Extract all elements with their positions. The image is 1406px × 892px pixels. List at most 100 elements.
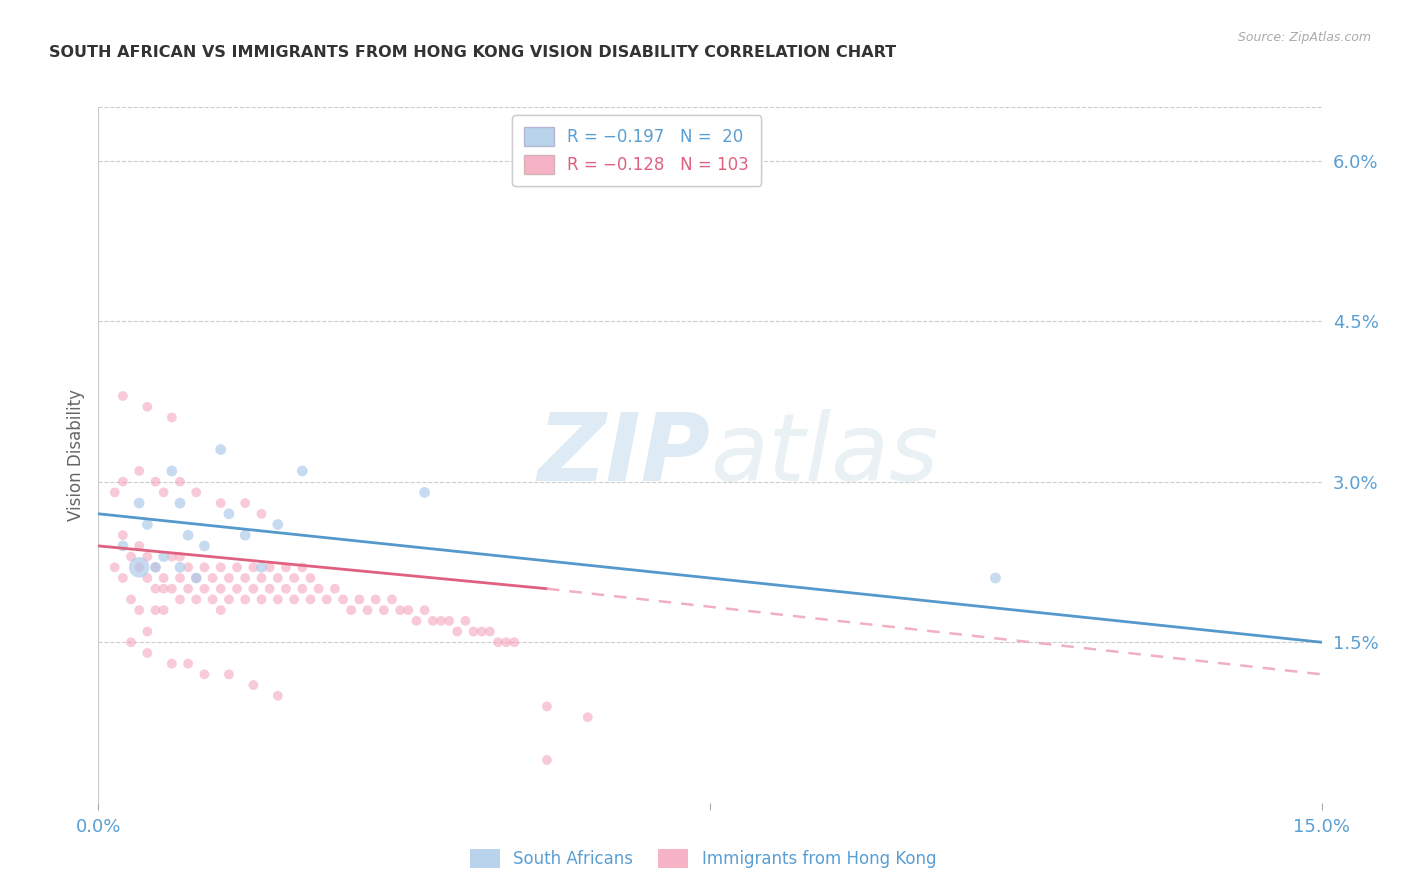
Point [233, 528, 256, 542]
Point [218, 571, 240, 585]
Point [250, 507, 273, 521]
Point [267, 689, 290, 703]
Point [299, 571, 322, 585]
Point [274, 582, 297, 596]
Point [169, 571, 191, 585]
Point [111, 539, 134, 553]
Text: atlas: atlas [710, 409, 938, 500]
Point [364, 592, 387, 607]
Point [218, 507, 240, 521]
Point [389, 603, 412, 617]
Point [267, 571, 290, 585]
Point [283, 571, 305, 585]
Point [209, 603, 232, 617]
Point [486, 635, 509, 649]
Point [463, 624, 485, 639]
Point [177, 657, 200, 671]
Point [299, 592, 322, 607]
Point [120, 635, 142, 649]
Point [128, 560, 150, 574]
Point [536, 753, 558, 767]
Point [332, 592, 354, 607]
Point [136, 571, 159, 585]
Point [152, 582, 174, 596]
Point [226, 582, 249, 596]
Point [209, 560, 232, 574]
Point [201, 571, 224, 585]
Point [128, 560, 150, 574]
Point [984, 571, 1007, 585]
Point [186, 485, 208, 500]
Text: SOUTH AFRICAN VS IMMIGRANTS FROM HONG KONG VISION DISABILITY CORRELATION CHART: SOUTH AFRICAN VS IMMIGRANTS FROM HONG KO… [49, 45, 897, 60]
Point [323, 582, 346, 596]
Point [160, 582, 183, 596]
Point [186, 571, 208, 585]
Point [169, 592, 191, 607]
Point [209, 442, 232, 457]
Point [145, 582, 167, 596]
Y-axis label: Vision Disability: Vision Disability [66, 389, 84, 521]
Point [193, 560, 215, 574]
Point [233, 571, 256, 585]
Point [169, 475, 191, 489]
Point [177, 560, 200, 574]
Legend: R = −0.197   N =  20, R = −0.128   N = 103: R = −0.197 N = 20, R = −0.128 N = 103 [512, 115, 761, 186]
Point [233, 592, 256, 607]
Point [186, 592, 208, 607]
Point [242, 678, 264, 692]
Point [111, 475, 134, 489]
Point [193, 582, 215, 596]
Point [259, 582, 281, 596]
Point [267, 517, 290, 532]
Point [160, 464, 183, 478]
Point [193, 539, 215, 553]
Point [145, 560, 167, 574]
Point [250, 560, 273, 574]
Point [209, 582, 232, 596]
Point [381, 592, 404, 607]
Point [152, 603, 174, 617]
Point [128, 464, 150, 478]
Point [136, 624, 159, 639]
Point [201, 592, 224, 607]
Point [242, 560, 264, 574]
Point [308, 582, 330, 596]
Point [576, 710, 599, 724]
Point [478, 624, 501, 639]
Point [160, 657, 183, 671]
Point [128, 539, 150, 553]
Point [250, 571, 273, 585]
Point [291, 560, 314, 574]
Point [340, 603, 363, 617]
Point [145, 603, 167, 617]
Point [471, 624, 494, 639]
Text: ZIP: ZIP [537, 409, 710, 501]
Point [233, 496, 256, 510]
Point [120, 592, 142, 607]
Point [226, 560, 249, 574]
Point [430, 614, 453, 628]
Point [145, 475, 167, 489]
Point [291, 464, 314, 478]
Point [193, 667, 215, 681]
Point [536, 699, 558, 714]
Point [218, 592, 240, 607]
Point [128, 496, 150, 510]
Point [454, 614, 477, 628]
Point [218, 667, 240, 681]
Point [169, 496, 191, 510]
Point [120, 549, 142, 564]
Point [186, 571, 208, 585]
Point [145, 560, 167, 574]
Point [373, 603, 395, 617]
Point [349, 592, 371, 607]
Point [169, 560, 191, 574]
Point [111, 528, 134, 542]
Point [446, 624, 468, 639]
Point [291, 582, 314, 596]
Point [104, 560, 127, 574]
Point [177, 528, 200, 542]
Point [136, 646, 159, 660]
Point [422, 614, 444, 628]
Point [111, 571, 134, 585]
